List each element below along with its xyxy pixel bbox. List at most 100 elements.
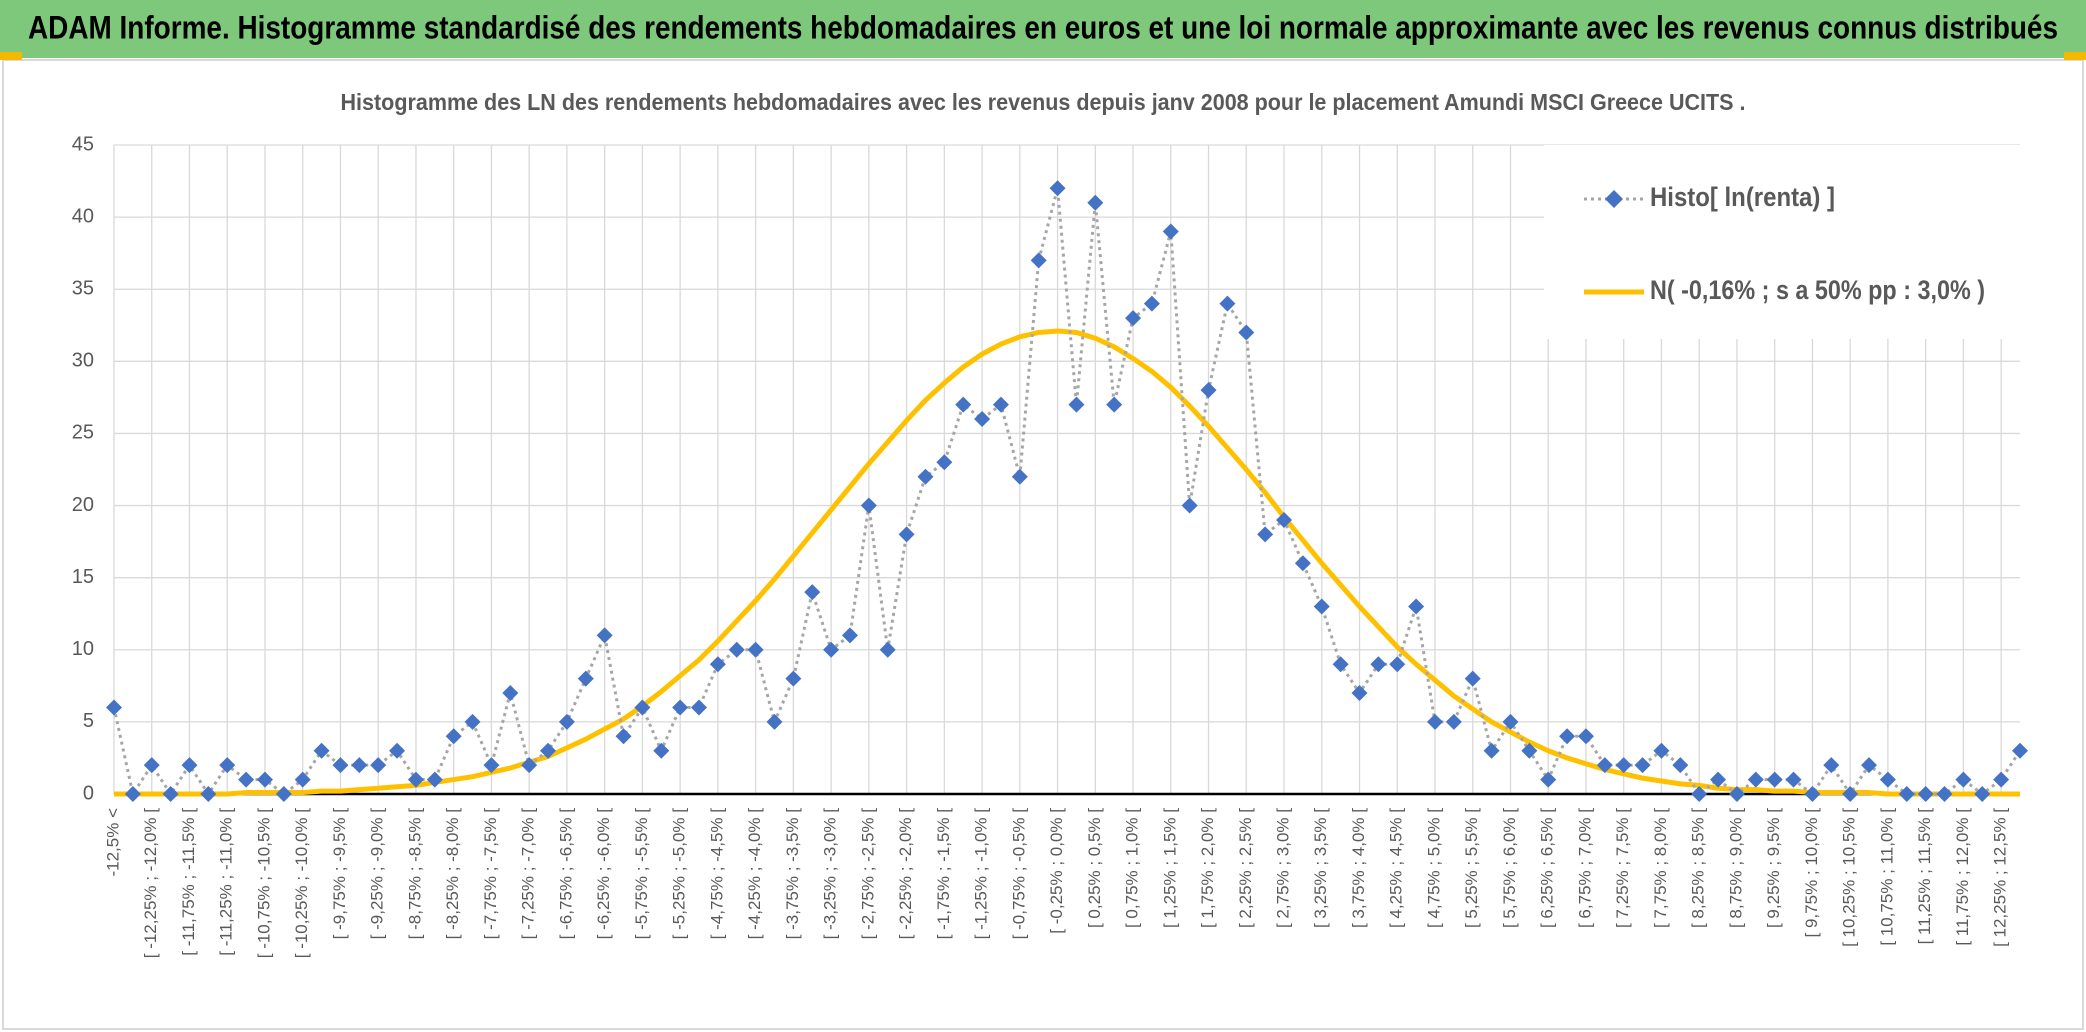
data-point [974,411,991,428]
data-point [1728,786,1745,802]
x-tick-label: -12,5% < [103,808,122,877]
data-point [1162,223,1179,240]
data-point [1993,771,2010,788]
corner-accent [0,52,22,60]
data-point [370,757,387,774]
data-point [728,641,745,658]
data-point [1974,786,1991,802]
data-point [1710,771,1727,788]
data-point [332,757,349,774]
data-point [1672,757,1689,774]
data-point [1766,771,1783,788]
data-point [1408,598,1425,615]
data-point [1445,713,1462,730]
chart-title: ADAM Informe. Histogramme standardisé de… [28,9,2058,45]
x-tick-label: [ -12,25% ; -12,0% [ [141,808,160,959]
data-point [1426,713,1443,730]
data-point [162,786,179,802]
data-point [106,699,122,716]
x-tick-label: [ -5,25% ; -5,0% [ [670,808,689,940]
data-point [615,728,632,745]
grid: 0 5 10 15 20 25 30 35 40 45 -12,5% < [ -12,25% ; -1… [72,133,2020,958]
x-tick-label: [ -9,25% ; -9,0% [ [368,808,387,940]
y-tick-label: 0 [83,782,94,804]
legend: Histo[ ln(renta) ] N( -0,16% ; s a 50% pp… [1544,145,2020,339]
data-point [1898,786,1915,802]
data-point [181,757,198,774]
data-point [502,685,519,702]
data-point [1143,295,1160,312]
x-tick-label: [ 7,75% ; 8,0% [ [1651,808,1670,928]
data-point [709,656,726,673]
x-tick-label: [ 11,25% ; 11,5% [ [1915,808,1934,945]
data-point [1313,598,1330,615]
data-point [313,742,330,759]
x-tick-label: [ -10,75% ; -10,5% [ [254,808,273,959]
data-point [1521,742,1538,759]
data-point [1691,786,1708,802]
data-point [1351,685,1368,702]
x-tick-label: [ 11,75% ; 12,0% [ [1953,808,1972,946]
data-point [992,396,1009,413]
x-tick-label: [ -9,75% ; -9,5% [ [330,808,349,940]
data-point [841,627,858,644]
data-point [823,641,840,658]
y-tick-label: 20 [72,494,94,516]
data-point [1861,757,1878,774]
x-tick-label: [ -7,25% ; -7,0% [ [519,808,538,940]
corner-accent [2064,52,2086,60]
x-tick-label: [ 6,75% ; 7,0% [ [1575,808,1594,928]
data-point [1332,656,1349,673]
x-tick-label: [ -3,75% ; -3,5% [ [783,808,802,940]
x-tick-label: [ 4,75% ; 5,0% [ [1424,808,1443,928]
data-point [1653,742,1670,759]
y-tick-label: 10 [72,638,94,660]
data-point [1068,396,1085,413]
x-tick-label: [ -2,75% ; -2,5% [ [858,808,877,940]
data-point [1389,656,1406,673]
x-tick-label: [ -1,25% ; -1,0% [ [972,808,991,940]
data-point [1917,786,1934,802]
data-point [1747,771,1764,788]
x-tick-label: [ 0,25% ; 0,5% [ [1085,808,1104,928]
x-tick-label: [ -0,75% ; -0,5% [ [1009,808,1028,940]
data-point [200,786,217,802]
x-tick-label: [ -7,75% ; -7,5% [ [481,808,500,940]
data-point [256,771,273,788]
data-point [879,641,896,658]
legend-label: Histo[ ln(renta) ] [1650,182,1835,212]
x-tick-label: [ 10,75% ; 11,0% [ [1877,808,1896,946]
data-point [1181,497,1198,514]
data-point [1276,511,1293,528]
data-point [1804,786,1821,802]
x-tick-label: [ -4,25% ; -4,0% [ [745,808,764,940]
x-tick-label: [ 6,25% ; 6,5% [ [1538,808,1557,928]
data-point [1955,771,1972,788]
legend-label: N( -0,16% ; s a 50% pp : 3,0% ) [1650,275,1985,305]
data-point [1294,555,1311,572]
data-point [747,641,764,658]
data-point [1106,396,1123,413]
data-point [558,713,575,730]
data-point [2012,742,2028,759]
x-tick-label: [ -8,25% ; -8,0% [ [443,808,462,940]
data-point [691,699,708,716]
x-tick-label: [ -1,75% ; -1,5% [ [934,808,953,940]
x-tick-label: [ -4,75% ; -4,5% [ [707,808,726,940]
data-point [540,742,557,759]
data-point [766,713,783,730]
x-tick-label: [ 2,75% ; 3,0% [ [1274,808,1293,928]
y-tick-label: 25 [72,422,94,444]
data-point [1483,742,1500,759]
x-tick-label: [ -10,25% ; -10,0% [ [292,808,311,959]
x-tick-label: [ 5,75% ; 6,0% [ [1500,808,1519,928]
data-point [955,396,972,413]
y-tick-label: 15 [72,566,94,588]
data-point [483,757,500,774]
y-tick-label: 30 [72,350,94,372]
data-point [596,627,613,644]
x-tick-label: [ 1,75% ; 2,0% [ [1198,808,1217,928]
data-point [634,699,651,716]
data-point [1030,252,1047,269]
